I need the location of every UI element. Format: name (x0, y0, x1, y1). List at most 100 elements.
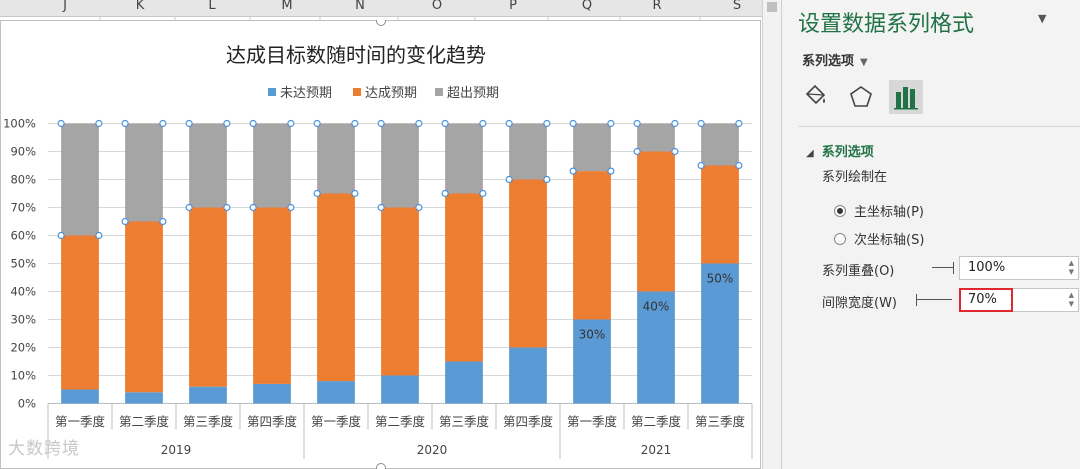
radio-secondary-indicator[interactable] (834, 232, 846, 245)
gap-width-spinner[interactable]: 70% ▲ ▼ (959, 288, 1079, 312)
scrollbar-thumb[interactable] (767, 2, 777, 12)
selection-handle[interactable] (415, 203, 423, 212)
selection-handle[interactable] (569, 167, 577, 175)
bar-segment[interactable] (61, 389, 99, 404)
selection-handle[interactable] (377, 203, 385, 212)
selection-handle[interactable] (633, 119, 641, 128)
spinner-arrows-icon[interactable]: ▲ ▼ (1068, 291, 1074, 308)
selection-handle[interactable] (159, 217, 167, 226)
selection-handle[interactable] (543, 119, 551, 128)
selection-handle[interactable] (607, 167, 615, 175)
tab-effects[interactable] (844, 80, 878, 114)
selection-handle[interactable] (249, 203, 257, 212)
selection-handle[interactable] (313, 189, 321, 198)
selection-handle[interactable] (441, 189, 449, 198)
column-header-M[interactable]: M (281, 0, 293, 13)
selection-handle[interactable] (351, 119, 359, 128)
bar-segment[interactable] (381, 207, 419, 376)
bar-segment[interactable] (381, 123, 419, 208)
selection-handle[interactable] (671, 147, 679, 156)
selection-handle[interactable] (351, 189, 359, 198)
series-overlap-spinner[interactable]: 100% ▲ ▼ (959, 256, 1079, 280)
bar-segment[interactable] (445, 193, 483, 362)
selection-handle[interactable] (121, 217, 129, 226)
bar-segment[interactable] (637, 123, 675, 152)
column-header-K[interactable]: K (135, 0, 145, 13)
bar-segment[interactable] (189, 207, 227, 387)
spinner-arrows-icon[interactable]: ▲ ▼ (1068, 259, 1074, 276)
bar-segment[interactable] (61, 123, 99, 236)
bar-segment[interactable] (701, 123, 739, 166)
spreadsheet-area[interactable]: J K L M N O P Q R S 达成目标数随时间的变化趋势 未达预期 达成预期 超出预期 0% 10… (0, 0, 762, 469)
bar-segment[interactable] (253, 123, 291, 208)
selection-handle[interactable] (159, 119, 167, 128)
selection-handle[interactable] (415, 119, 423, 128)
selection-handle[interactable] (57, 231, 65, 240)
selection-handle[interactable] (249, 119, 257, 128)
legend-swatch-1[interactable] (353, 88, 361, 96)
selection-handle[interactable] (121, 119, 129, 128)
tab-fill-line[interactable] (798, 80, 832, 114)
series-options-dropdown[interactable]: 系列选项 ▼ (802, 50, 868, 69)
column-header-S[interactable]: S (732, 0, 742, 13)
selection-handle[interactable] (543, 175, 551, 184)
bar-segment[interactable] (61, 235, 99, 390)
bar-segment[interactable] (573, 171, 611, 320)
bar-segment[interactable] (317, 381, 355, 404)
bar-segment[interactable] (189, 123, 227, 208)
bar-segment[interactable] (509, 179, 547, 348)
selection-handle[interactable] (95, 119, 103, 128)
bar-segment[interactable] (573, 319, 611, 404)
selection-handle[interactable] (95, 231, 103, 240)
selection-handle[interactable] (735, 161, 743, 170)
bar-segment[interactable] (381, 375, 419, 404)
section-series-options[interactable]: ◢ 系列选项 (806, 141, 874, 160)
gap-width-slider[interactable] (916, 293, 952, 307)
legend-swatch-0[interactable] (268, 88, 276, 96)
bar-segment[interactable] (253, 383, 291, 404)
column-header-R[interactable]: R (652, 0, 662, 13)
selection-handle[interactable] (633, 147, 641, 156)
selection-handle[interactable] (505, 175, 513, 184)
selection-handle[interactable] (377, 119, 385, 128)
selection-handle[interactable] (505, 119, 513, 128)
radio-primary-indicator[interactable] (834, 204, 846, 217)
selection-handle[interactable] (479, 119, 487, 128)
bar-segment[interactable] (445, 123, 483, 194)
selection-handle[interactable] (607, 119, 615, 128)
column-header-O[interactable]: O (431, 0, 443, 13)
bar-segment[interactable] (189, 386, 227, 404)
selection-handle[interactable] (697, 119, 705, 128)
bar-segment[interactable] (125, 123, 163, 222)
selection-handle[interactable] (185, 203, 193, 212)
triangle-down-icon[interactable]: ▼ (1038, 12, 1047, 25)
series-overlap-value[interactable]: 100% (968, 260, 1006, 275)
legend-label-2[interactable]: 超出预期 (447, 86, 499, 101)
legend-label-0[interactable]: 未达预期 (280, 86, 332, 101)
chart-resize-handle[interactable] (376, 463, 386, 469)
column-header-L[interactable]: L (208, 0, 216, 13)
bar-segment[interactable] (125, 392, 163, 404)
bar-segment[interactable] (317, 193, 355, 382)
selection-handle[interactable] (223, 119, 231, 128)
selection-handle[interactable] (185, 119, 193, 128)
selection-handle[interactable] (671, 119, 679, 128)
bar-segment[interactable] (637, 151, 675, 292)
legend-label-1[interactable]: 达成预期 (365, 86, 417, 101)
radio-secondary-axis[interactable]: 次坐标轴(S) (834, 229, 924, 248)
selection-handle[interactable] (735, 119, 743, 128)
chart-resize-handle[interactable] (376, 20, 386, 26)
selection-handle[interactable] (697, 161, 705, 170)
selection-handle[interactable] (569, 119, 577, 128)
column-header-N[interactable]: N (355, 0, 365, 13)
series-overlap-slider[interactable] (932, 261, 954, 275)
selection-handle[interactable] (287, 119, 295, 128)
bar-segment[interactable] (701, 165, 739, 264)
selection-handle[interactable] (479, 189, 487, 198)
slider-handle[interactable] (953, 262, 954, 274)
bar-segment[interactable] (509, 347, 547, 404)
bar-segment[interactable] (445, 361, 483, 404)
bar-segment[interactable] (637, 291, 675, 404)
legend-swatch-2[interactable] (435, 88, 443, 96)
slider-handle[interactable] (916, 294, 917, 306)
